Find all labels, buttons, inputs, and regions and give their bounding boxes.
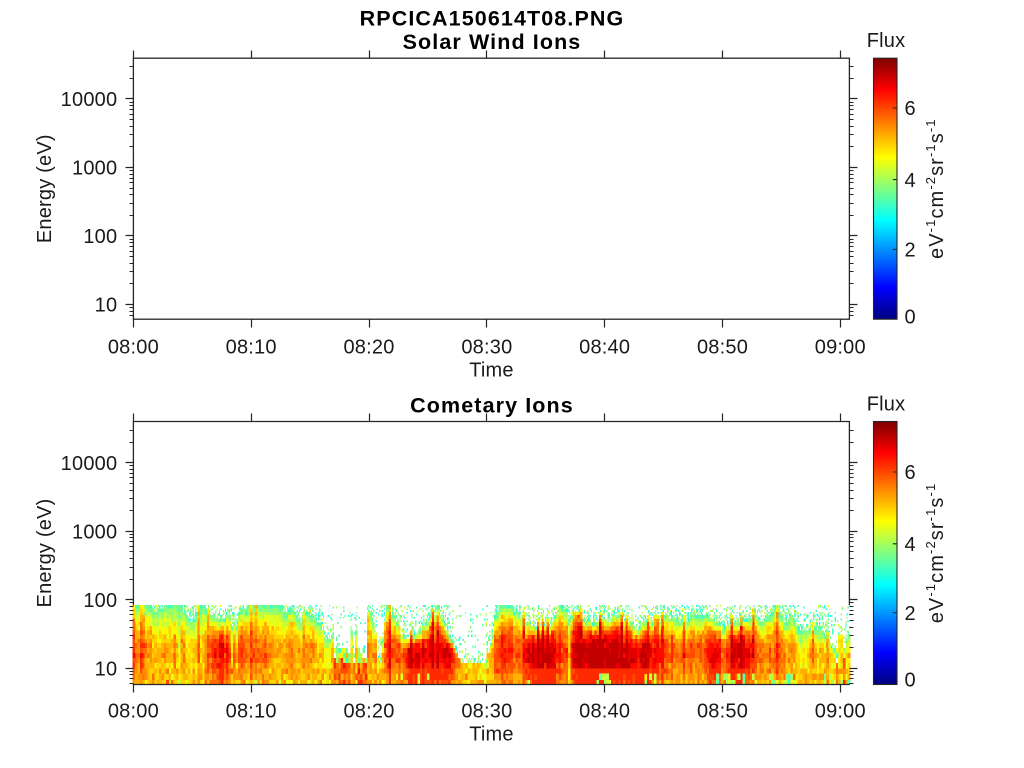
svg-text:10: 10 bbox=[95, 295, 118, 317]
svg-text:100: 100 bbox=[83, 226, 117, 248]
svg-text:Energy (eV): Energy (eV) bbox=[34, 134, 56, 243]
svg-text:08:50: 08:50 bbox=[697, 336, 748, 358]
svg-text:08:10: 08:10 bbox=[226, 700, 277, 722]
svg-text:RPCICA150614T08.PNG: RPCICA150614T08.PNG bbox=[360, 7, 625, 31]
svg-text:Energy (eV): Energy (eV) bbox=[34, 499, 56, 608]
svg-text:6: 6 bbox=[905, 462, 916, 484]
svg-text:08:30: 08:30 bbox=[461, 700, 512, 722]
svg-text:08:40: 08:40 bbox=[579, 700, 630, 722]
svg-text:Flux: Flux bbox=[867, 30, 906, 52]
svg-text:0: 0 bbox=[905, 670, 916, 692]
svg-text:10: 10 bbox=[95, 659, 118, 681]
svg-text:09:00: 09:00 bbox=[815, 700, 866, 722]
svg-text:10000: 10000 bbox=[61, 453, 118, 475]
svg-text:08:20: 08:20 bbox=[343, 336, 394, 358]
svg-text:1000: 1000 bbox=[72, 158, 117, 180]
svg-text:08:00: 08:00 bbox=[108, 336, 159, 358]
svg-text:0: 0 bbox=[905, 307, 916, 329]
svg-text:08:30: 08:30 bbox=[461, 336, 512, 358]
svg-text:Time: Time bbox=[469, 723, 514, 745]
svg-text:1000: 1000 bbox=[72, 522, 117, 544]
svg-text:100: 100 bbox=[83, 590, 117, 612]
svg-text:2: 2 bbox=[905, 240, 916, 262]
svg-text:4: 4 bbox=[905, 534, 916, 556]
svg-text:eV-1cm-2sr-1s-1: eV-1cm-2sr-1s-1 bbox=[923, 118, 948, 259]
svg-text:10000: 10000 bbox=[61, 89, 118, 111]
svg-text:08:00: 08:00 bbox=[108, 700, 159, 722]
svg-text:eV-1cm-2sr-1s-1: eV-1cm-2sr-1s-1 bbox=[923, 483, 948, 624]
svg-text:08:40: 08:40 bbox=[579, 336, 630, 358]
svg-text:Time: Time bbox=[469, 359, 514, 381]
svg-text:4: 4 bbox=[905, 170, 916, 192]
svg-text:08:10: 08:10 bbox=[226, 336, 277, 358]
svg-text:09:00: 09:00 bbox=[815, 336, 866, 358]
svg-text:6: 6 bbox=[905, 98, 916, 120]
svg-text:08:50: 08:50 bbox=[697, 700, 748, 722]
svg-text:2: 2 bbox=[905, 603, 916, 625]
svg-text:Cometary Ions: Cometary Ions bbox=[410, 394, 574, 418]
svg-text:Solar Wind Ions: Solar Wind Ions bbox=[403, 30, 582, 54]
svg-text:Flux: Flux bbox=[867, 394, 906, 416]
svg-text:08:20: 08:20 bbox=[343, 700, 394, 722]
